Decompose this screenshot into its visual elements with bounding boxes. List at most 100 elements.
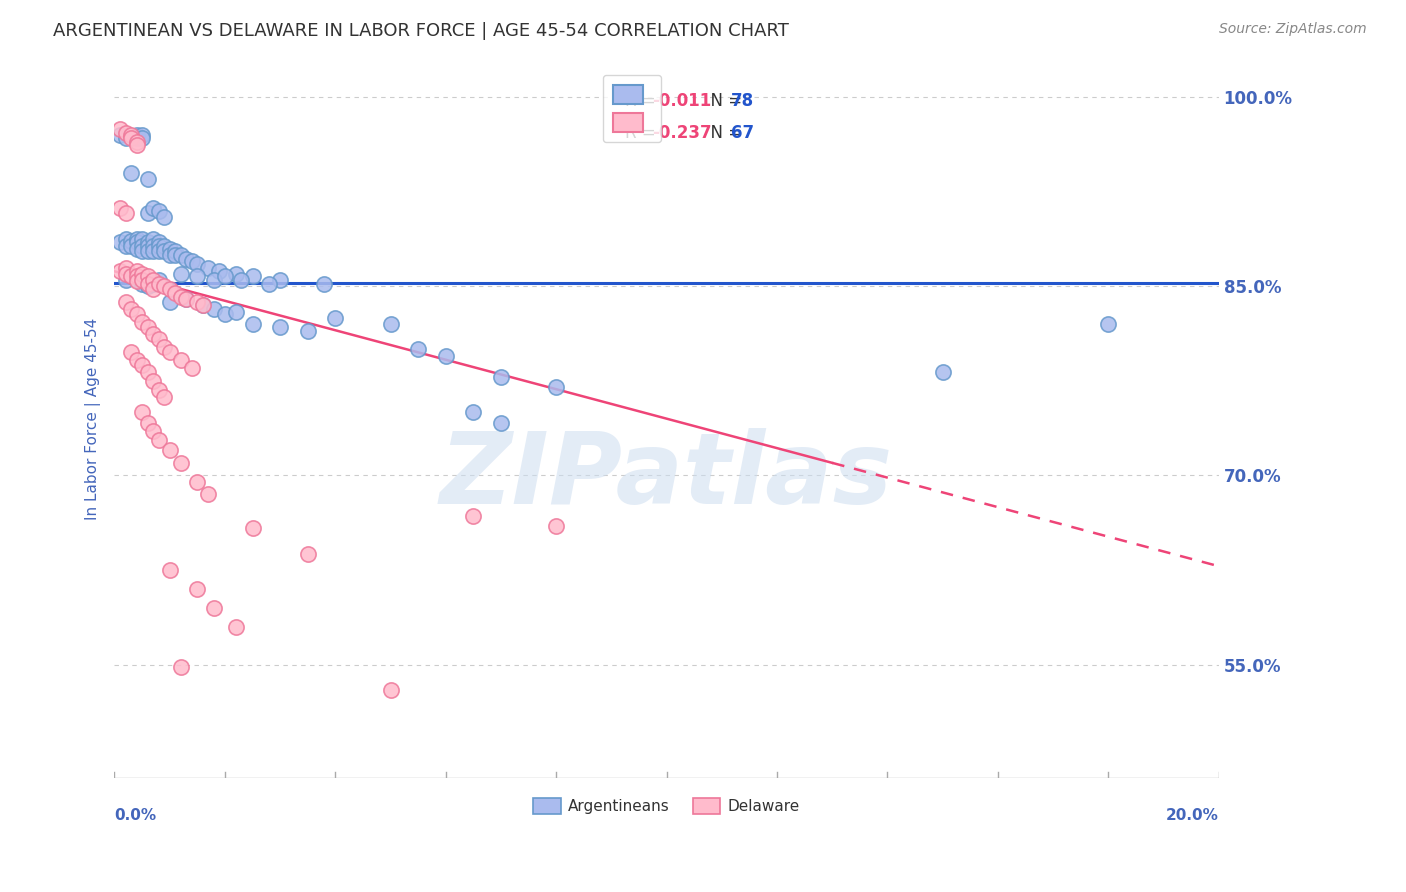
Point [125, 307, 148, 321]
Point [153, 244, 176, 259]
Point [242, 521, 264, 535]
Text: 67: 67 [731, 124, 754, 142]
Point [120, 239, 142, 253]
Point [197, 260, 219, 275]
Point [170, 352, 193, 367]
Point [225, 304, 247, 318]
Point [159, 443, 181, 458]
Point [120, 269, 142, 284]
Point [125, 135, 148, 149]
Text: R =: R = [624, 124, 661, 142]
Point [108, 128, 131, 143]
Point [153, 279, 176, 293]
Point [125, 231, 148, 245]
Point [165, 244, 187, 259]
Point [131, 239, 153, 253]
Text: 20.0%: 20.0% [1166, 808, 1219, 823]
Text: Source: ZipAtlas.com: Source: ZipAtlas.com [1219, 22, 1367, 37]
Point [165, 285, 187, 300]
Point [170, 289, 193, 303]
Point [120, 269, 142, 284]
Point [174, 292, 197, 306]
Point [148, 383, 170, 397]
Point [125, 352, 148, 367]
Point [136, 269, 159, 284]
Point [257, 277, 280, 291]
Point [380, 682, 402, 697]
Point [142, 374, 165, 388]
Text: 78: 78 [731, 92, 754, 110]
Point [214, 269, 236, 284]
Point [170, 456, 193, 470]
Text: 0.0%: 0.0% [114, 808, 156, 823]
Point [120, 302, 142, 317]
Point [131, 130, 153, 145]
Point [1097, 318, 1119, 332]
Text: -0.011: -0.011 [652, 92, 711, 110]
Point [148, 332, 170, 346]
Point [546, 380, 568, 394]
Point [114, 239, 136, 253]
Point [434, 349, 457, 363]
Point [142, 231, 165, 245]
Point [142, 273, 165, 287]
Point [142, 277, 165, 291]
Point [131, 231, 153, 245]
Point [125, 128, 148, 143]
Point [142, 202, 165, 216]
Point [114, 273, 136, 287]
Point [148, 244, 170, 259]
Point [114, 126, 136, 140]
Point [406, 343, 429, 357]
Point [125, 273, 148, 287]
Point [214, 307, 236, 321]
Point [170, 248, 193, 262]
Text: ZIPatlas: ZIPatlas [440, 428, 893, 524]
Point [136, 365, 159, 379]
Point [297, 324, 319, 338]
Point [136, 416, 159, 430]
Point [114, 267, 136, 281]
Point [131, 358, 153, 372]
Point [125, 235, 148, 250]
Point [142, 425, 165, 439]
Point [159, 294, 181, 309]
Point [131, 267, 153, 281]
Point [114, 260, 136, 275]
Point [148, 273, 170, 287]
Point [136, 206, 159, 220]
Point [380, 318, 402, 332]
Point [269, 273, 291, 287]
Text: -0.237: -0.237 [652, 124, 711, 142]
Point [202, 273, 225, 287]
Point [136, 172, 159, 186]
Point [159, 563, 181, 577]
Point [191, 298, 214, 312]
Point [148, 433, 170, 447]
Point [148, 203, 170, 218]
Point [174, 252, 197, 266]
Text: N =: N = [700, 124, 747, 142]
Point [125, 264, 148, 278]
Point [931, 365, 953, 379]
Point [136, 235, 159, 250]
Point [186, 475, 208, 489]
Point [131, 277, 153, 291]
Point [297, 547, 319, 561]
Point [114, 294, 136, 309]
Point [125, 269, 148, 284]
Point [120, 166, 142, 180]
Point [148, 239, 170, 253]
Point [136, 319, 159, 334]
Point [489, 370, 512, 384]
Point [546, 519, 568, 533]
Point [186, 257, 208, 271]
Point [131, 273, 153, 287]
Y-axis label: In Labor Force | Age 45-54: In Labor Force | Age 45-54 [86, 318, 101, 520]
Point [136, 239, 159, 253]
Point [131, 315, 153, 329]
Point [170, 660, 193, 674]
Point [120, 234, 142, 248]
Point [142, 244, 165, 259]
Point [136, 277, 159, 291]
